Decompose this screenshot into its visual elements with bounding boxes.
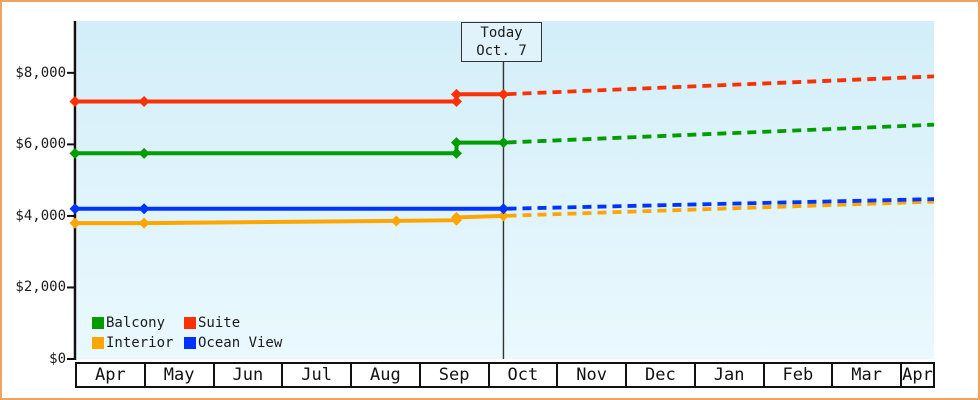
data-point-suite bbox=[497, 88, 509, 100]
data-point-balcony bbox=[450, 137, 462, 149]
y-axis-label: $2,000 bbox=[15, 279, 66, 296]
data-point-balcony bbox=[450, 147, 462, 159]
today-marker-box: Today Oct. 7 bbox=[461, 22, 542, 62]
series-line-interior bbox=[75, 213, 504, 226]
x-axis-month-row: Apr May Jun Jul Aug Sep Oct Nov Dec Jan Feb Mar Apr bbox=[75, 362, 935, 388]
data-point-suite bbox=[450, 88, 462, 100]
month-cell-jan: Jan bbox=[695, 364, 765, 386]
legend-swatch-interior bbox=[92, 336, 104, 349]
series-forecast-interior bbox=[503, 199, 935, 218]
data-point-balcony bbox=[138, 147, 150, 159]
y-axis-label: $8,000 bbox=[15, 64, 66, 81]
y-axis-label: $4,000 bbox=[15, 207, 66, 224]
series-line-balcony bbox=[75, 140, 504, 156]
legend-label: Ocean View bbox=[198, 334, 283, 351]
data-point-balcony bbox=[69, 147, 81, 159]
data-point-suite bbox=[138, 95, 150, 107]
data-point-ocean-view bbox=[497, 203, 509, 215]
month-cell-dec: Dec bbox=[627, 364, 696, 386]
legend-label: Suite bbox=[198, 314, 241, 331]
legend-swatch-balcony bbox=[92, 316, 104, 329]
legend-item-ocean-view: Ocean View bbox=[184, 333, 282, 352]
month-cell-oct: Oct bbox=[489, 364, 559, 386]
month-cell-sep: Sep bbox=[420, 364, 490, 386]
y-axis-label: $6,000 bbox=[15, 136, 66, 153]
month-cell-aug: Aug bbox=[352, 364, 421, 386]
data-point-ocean-view bbox=[69, 203, 81, 215]
data-point-interior bbox=[497, 210, 509, 222]
y-axis-label: $0 bbox=[49, 351, 66, 367]
plot-area bbox=[77, 21, 934, 359]
data-point-interior bbox=[450, 211, 462, 223]
month-cell-jun: Jun bbox=[214, 364, 284, 386]
series-forecast-suite bbox=[503, 74, 935, 97]
month-cell-mar: Mar bbox=[833, 364, 902, 386]
data-point-interior bbox=[69, 217, 81, 229]
legend-label: Interior bbox=[106, 334, 174, 351]
data-point-suite bbox=[450, 95, 462, 107]
legend-swatch-suite bbox=[184, 316, 196, 329]
legend-item-suite: Suite bbox=[184, 313, 282, 332]
month-cell-jul: Jul bbox=[283, 364, 352, 386]
series-forecast-ocean-view bbox=[503, 197, 935, 211]
legend-item-balcony: Balcony bbox=[92, 313, 184, 332]
legend-swatch-ocean-view bbox=[184, 336, 196, 349]
data-point-interior bbox=[138, 217, 150, 229]
data-point-suite bbox=[69, 95, 81, 107]
data-point-interior bbox=[390, 215, 402, 227]
month-cell-feb: Feb bbox=[764, 364, 834, 386]
legend-item-interior: Interior bbox=[92, 333, 184, 352]
data-point-balcony bbox=[497, 137, 509, 149]
data-point-ocean-view bbox=[138, 203, 150, 215]
series-line-suite bbox=[75, 92, 504, 104]
month-cell-apr: Apr bbox=[902, 364, 935, 386]
chart-legend: Balcony Suite Interior Ocean View bbox=[92, 313, 282, 352]
month-cell-apr: Apr bbox=[77, 364, 146, 386]
today-label: Today bbox=[480, 25, 523, 41]
series-forecast-balcony bbox=[503, 122, 935, 145]
month-cell-may: May bbox=[145, 364, 215, 386]
today-date: Oct. 7 bbox=[476, 43, 527, 59]
month-cell-nov: Nov bbox=[558, 364, 627, 386]
legend-label: Balcony bbox=[106, 314, 166, 331]
